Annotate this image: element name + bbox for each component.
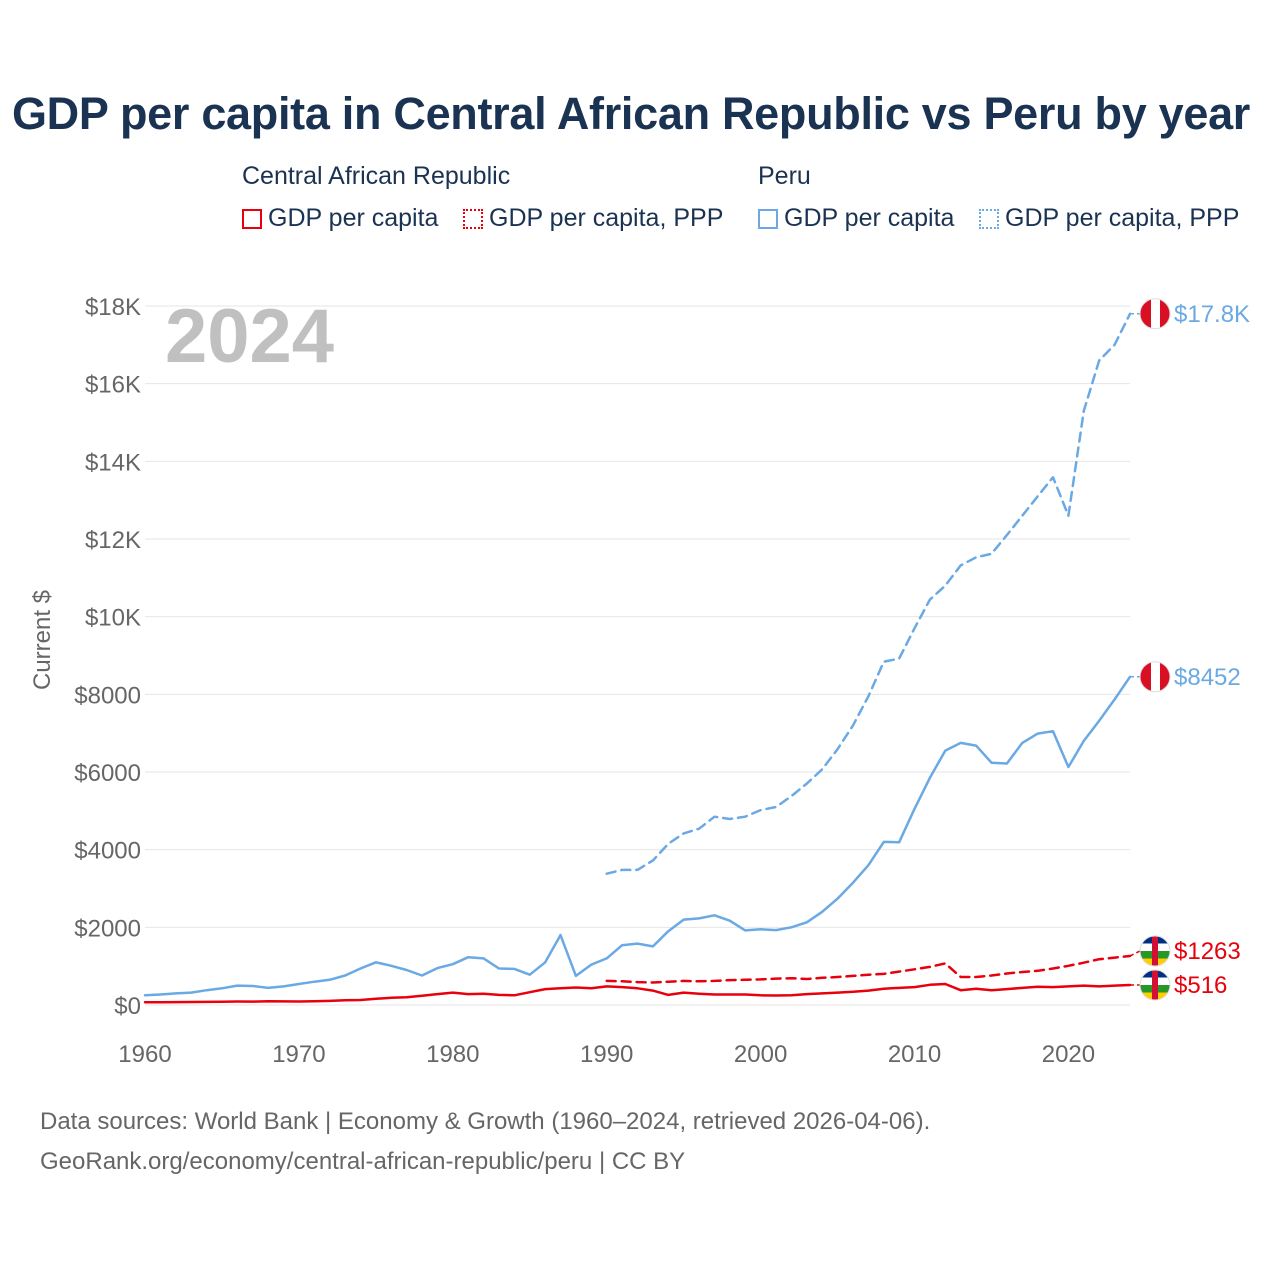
- y-tick-label: $4000: [74, 838, 141, 865]
- legend-group-car: Central African Republic: [242, 162, 511, 190]
- series-line-peru-solid: [143, 675, 1132, 997]
- end-connector: [1129, 950, 1141, 957]
- legend-peru-gdp[interactable]: GDP per capita: [758, 204, 954, 233]
- y-tick-label: $16K: [85, 372, 141, 399]
- legend-peru-ppp[interactable]: GDP per capita, PPP: [979, 204, 1239, 233]
- chart-title: GDP per capita in Central African Republ…: [11, 88, 1251, 139]
- y-tick-label: $6000: [74, 760, 141, 787]
- legend-swatch-solid-red: [242, 208, 262, 229]
- y-tick-label: $2000: [74, 915, 141, 942]
- y-axis-label: Current $: [29, 590, 56, 690]
- legend-group-peru: Peru: [758, 162, 811, 190]
- x-tick-label: 2020: [1042, 1041, 1095, 1068]
- x-tick-label: 1970: [272, 1041, 325, 1068]
- x-tick-label: 2000: [734, 1041, 787, 1068]
- legend-swatch-dotted-blue: [979, 208, 999, 229]
- legend-peru-ppp-label: GDP per capita, PPP: [1005, 204, 1240, 232]
- y-tick-label: $0: [114, 993, 141, 1020]
- x-tick-label: 1960: [118, 1041, 171, 1068]
- y-tick-label: $14K: [85, 449, 141, 476]
- x-axis-ticks: 1960 1970 1980 1990 2000 2010 2020: [118, 1041, 1095, 1068]
- end-label-car-solid: $516: [1174, 972, 1227, 999]
- series-line-car-dashed: [605, 954, 1132, 984]
- x-tick-label: 2010: [888, 1041, 941, 1068]
- legend-car-ppp[interactable]: GDP per capita, PPP: [463, 204, 723, 233]
- legend-swatch-dotted-red: [463, 208, 483, 229]
- car-flag-icon: [1139, 969, 1171, 1001]
- legend-swatch-solid-blue: [758, 208, 778, 229]
- y-axis-ticks: $0 $2000 $4000 $6000 $8000 $10K $12K $14K $16K $1…: [74, 294, 141, 1020]
- legend-peru-gdp-label: GDP per capita: [784, 204, 955, 232]
- footer-sources: Data sources: World Bank | Economy & Gro…: [40, 1108, 931, 1135]
- year-label: 2024: [165, 294, 334, 379]
- legend-car-gdp[interactable]: GDP per capita: [242, 204, 438, 233]
- series-line-car-solid: [143, 982, 1132, 1004]
- series-line-peru-dashed: [605, 312, 1132, 875]
- peru-flag-icon: [1139, 661, 1171, 693]
- legend-car-gdp-label: GDP per capita: [268, 204, 439, 232]
- y-tick-label: $18K: [85, 294, 141, 321]
- footer-link[interactable]: GeoRank.org/economy/central-african-repu…: [40, 1148, 686, 1175]
- gridlines: [145, 305, 1130, 1006]
- series-lines: [143, 312, 1132, 1004]
- y-tick-label: $10K: [85, 605, 141, 632]
- x-tick-label: 1980: [426, 1041, 479, 1068]
- end-label-car-dashed: $1263: [1174, 938, 1241, 965]
- end-markers: $516 $1263 $8452 $17.8K: [1129, 298, 1250, 1001]
- peru-flag-icon: [1139, 298, 1171, 330]
- end-label-peru-solid: $8452: [1174, 664, 1241, 691]
- end-label-peru-dashed: $17.8K: [1174, 301, 1250, 328]
- x-tick-label: 1990: [580, 1041, 633, 1068]
- legend-car-ppp-label: GDP per capita, PPP: [489, 204, 724, 232]
- car-flag-icon: [1139, 935, 1171, 967]
- y-tick-label: $8000: [74, 682, 141, 709]
- y-tick-label: $12K: [85, 527, 141, 554]
